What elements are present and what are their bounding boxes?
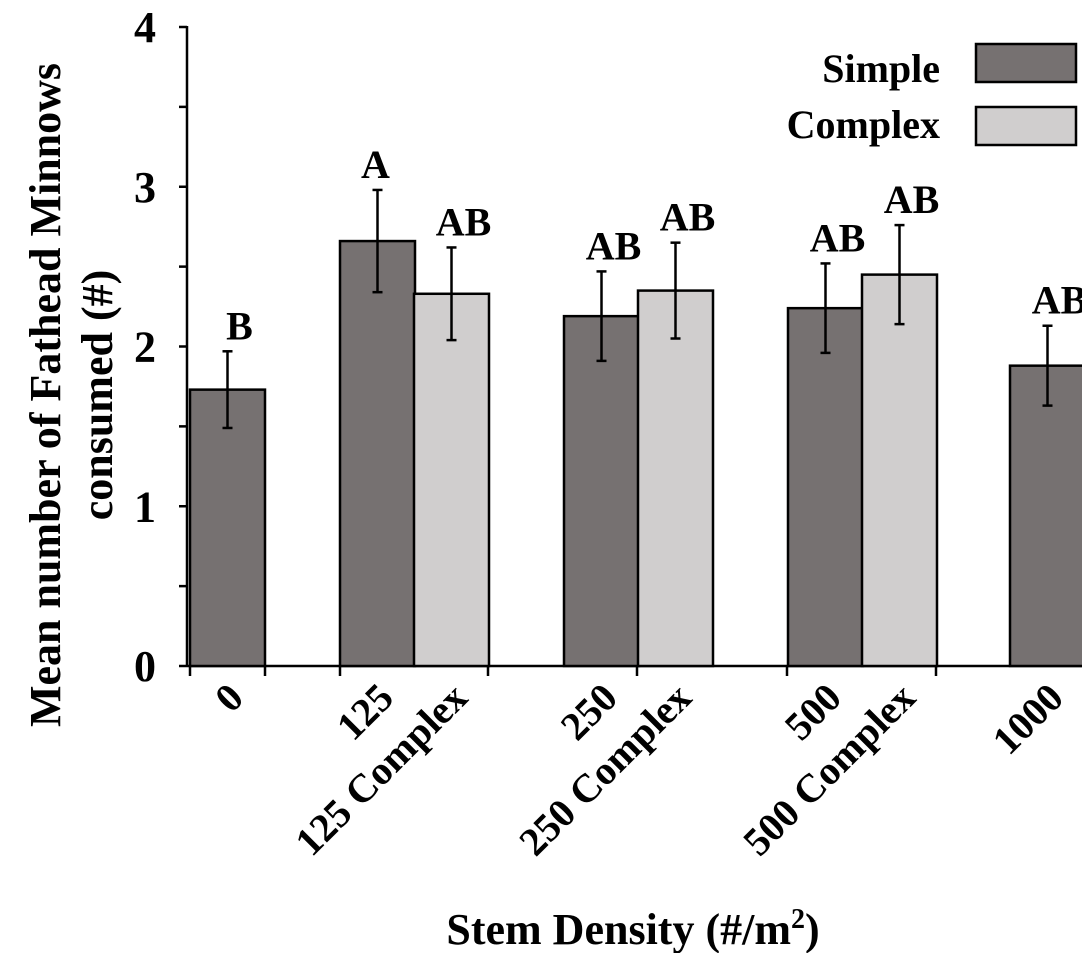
legend-swatch [974,105,1078,147]
significance-letter: AB [1032,278,1082,323]
significance-letter: AB [660,195,716,240]
bar [860,273,939,668]
significance-letter: A [361,142,390,187]
x-axis-title-main: Stem Density (#/m [446,905,791,953]
y-tick-label: 1 [134,482,156,531]
bar [786,306,865,668]
x-tick-label: 0 [206,675,252,721]
bar [412,292,491,668]
bar [338,239,417,668]
legend: Simple Complex [787,42,1078,147]
x-tick-label: 1000 [983,675,1071,763]
bar [562,314,641,668]
significance-letter: AB [436,199,492,244]
significance-letter: AB [586,223,642,268]
x-axis-title-tail: ) [805,905,820,953]
x-axis-title: Stem Density (#/m2) [446,904,819,953]
y-tick-label: 2 [134,323,156,372]
legend-label: Simple [822,46,940,91]
y-axis-title-line2: consumed (#) [73,270,122,521]
bar [188,388,267,668]
y-axis-title-line1: Mean number of Fathead Minnows [21,63,70,727]
x-axis-title-superscript: 2 [791,904,805,935]
y-tick-label: 4 [134,3,156,52]
significance-letter: B [226,303,253,348]
legend-label: Complex [787,102,940,147]
bar [636,289,715,668]
y-axis-title: Mean number of Fathead Minnows consumed … [21,63,122,727]
legend-swatch [974,42,1078,84]
y-tick-label: 0 [134,642,156,691]
bar [1008,364,1082,668]
significance-letter: AB [810,215,866,260]
y-tick-label: 3 [134,163,156,212]
significance-letter: AB [884,177,940,222]
